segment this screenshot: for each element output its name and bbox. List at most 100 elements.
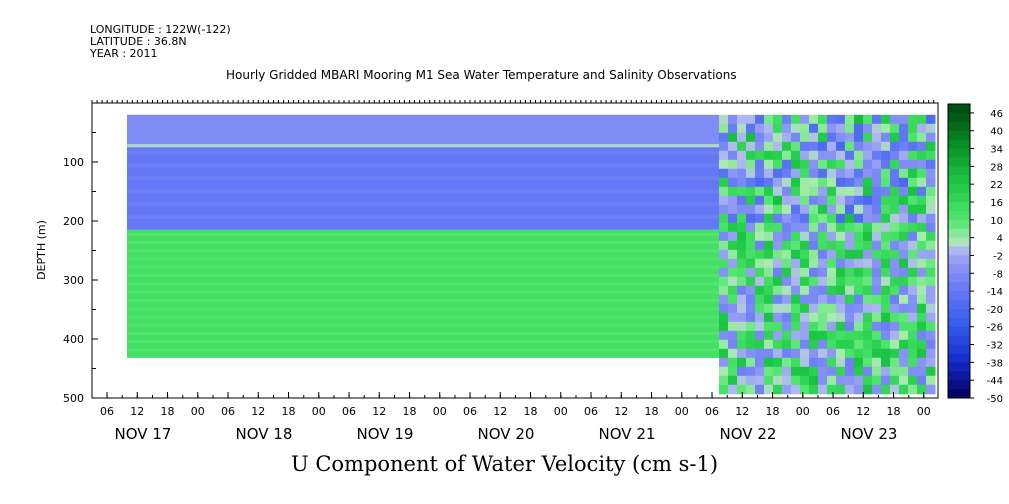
- heatmap-cell: [791, 348, 801, 359]
- heatmap-cell: [773, 357, 783, 368]
- heatmap-cell: [827, 231, 837, 242]
- heatmap-cell: [917, 384, 927, 395]
- heatmap-cell: [737, 294, 747, 305]
- heatmap-cell: [818, 312, 828, 323]
- heatmap-cell: [854, 366, 864, 377]
- heatmap-cell: [773, 150, 783, 161]
- heatmap-cell: [719, 384, 729, 395]
- heatmap-cell: [800, 339, 810, 350]
- heatmap-cell: [890, 321, 900, 332]
- heatmap-cell: [872, 348, 882, 359]
- x-tick-label: 00: [554, 405, 568, 418]
- x-tick-label: 06: [584, 405, 598, 418]
- heatmap-cell: [800, 132, 810, 143]
- heatmap-cell: [800, 195, 810, 206]
- heatmap-cell: [719, 114, 729, 125]
- heatmap-cell: [782, 249, 792, 260]
- heatmap-cell: [836, 123, 846, 134]
- heatmap-cell: [764, 177, 774, 188]
- heatmap-cell: [818, 321, 828, 332]
- heatmap-cell: [872, 132, 882, 143]
- heatmap-cell: [800, 366, 810, 377]
- heatmap-cell: [782, 150, 792, 161]
- heatmap-cell: [836, 303, 846, 314]
- heatmap-cell: [755, 375, 765, 386]
- heatmap-cell: [791, 321, 801, 332]
- heatmap-cell: [890, 204, 900, 215]
- heatmap-cell: [863, 249, 873, 260]
- heatmap-cell: [728, 186, 738, 197]
- heatmap-cell: [854, 384, 864, 395]
- heatmap-cell: [908, 366, 918, 377]
- heatmap-cell: [791, 213, 801, 224]
- heatmap-cell: [881, 231, 891, 242]
- heatmap-cell: [863, 294, 873, 305]
- heatmap-cell: [863, 258, 873, 269]
- heatmap-cell: [872, 213, 882, 224]
- colorbar-segment: [948, 228, 970, 239]
- heatmap-cell: [926, 240, 936, 251]
- x-tick-label: 18: [887, 405, 901, 418]
- heatmap-cell: [800, 213, 810, 224]
- heatmap-cell: [890, 114, 900, 125]
- colorbar-segment: [948, 255, 970, 265]
- heatmap-cell: [827, 114, 837, 125]
- heatmap-cell: [908, 213, 918, 224]
- heatmap-cell: [917, 348, 927, 359]
- heatmap-cell: [854, 222, 864, 233]
- heatmap-cell: [764, 213, 774, 224]
- heatmap-cell: [836, 195, 846, 206]
- heatmap-cell: [755, 213, 765, 224]
- heatmap-cell: [881, 204, 891, 215]
- heatmap-cell: [728, 321, 738, 332]
- heatmap-cell: [782, 276, 792, 287]
- heatmap-cell: [773, 285, 783, 296]
- heatmap-cell: [728, 231, 738, 242]
- heatmap-cell: [827, 186, 837, 197]
- heatmap-cell: [791, 357, 801, 368]
- heatmap-cell: [773, 339, 783, 350]
- heatmap-cell: [926, 294, 936, 305]
- heatmap-cell: [872, 330, 882, 341]
- heatmap-band: [127, 150, 719, 155]
- heatmap-cell: [872, 294, 882, 305]
- heatmap-cell: [854, 141, 864, 152]
- heatmap-cell: [782, 231, 792, 242]
- heatmap-cell: [899, 249, 909, 260]
- heatmap-cell: [827, 123, 837, 134]
- year-label: YEAR : 2011: [90, 47, 158, 60]
- heatmap-cell: [755, 159, 765, 170]
- heatmap-cell: [746, 177, 756, 188]
- heatmap-cell: [791, 285, 801, 296]
- heatmap-cell: [782, 375, 792, 386]
- heatmap-cell: [863, 168, 873, 179]
- heatmap-cell: [926, 123, 936, 134]
- heatmap-cell: [908, 123, 918, 134]
- heatmap-cell: [881, 240, 891, 251]
- heatmap-cell: [827, 330, 837, 341]
- heatmap-cell: [917, 294, 927, 305]
- heatmap-cell: [755, 294, 765, 305]
- heatmap-cell: [917, 375, 927, 386]
- heatmap-cell: [854, 330, 864, 341]
- heatmap-cell: [908, 258, 918, 269]
- heatmap-cell: [899, 168, 909, 179]
- heatmap-cell: [872, 285, 882, 296]
- heatmap-cell: [899, 357, 909, 368]
- colorbar-segment: [948, 317, 970, 328]
- heatmap-cell: [836, 348, 846, 359]
- heatmap-cell: [809, 249, 819, 260]
- heatmap-cell: [773, 249, 783, 260]
- heatmap-cell: [746, 303, 756, 314]
- y-tick-label: 200: [63, 215, 84, 228]
- heatmap-cell: [845, 321, 855, 332]
- heatmap-layer: [127, 144, 719, 148]
- x-tick-label: 18: [766, 405, 780, 418]
- heatmap-cell: [854, 204, 864, 215]
- heatmap-cell: [827, 168, 837, 179]
- heatmap-cell: [755, 384, 765, 395]
- heatmap-band: [127, 331, 719, 335]
- heatmap-cell: [890, 240, 900, 251]
- heatmap-cell: [854, 276, 864, 287]
- heatmap-cell: [908, 195, 918, 206]
